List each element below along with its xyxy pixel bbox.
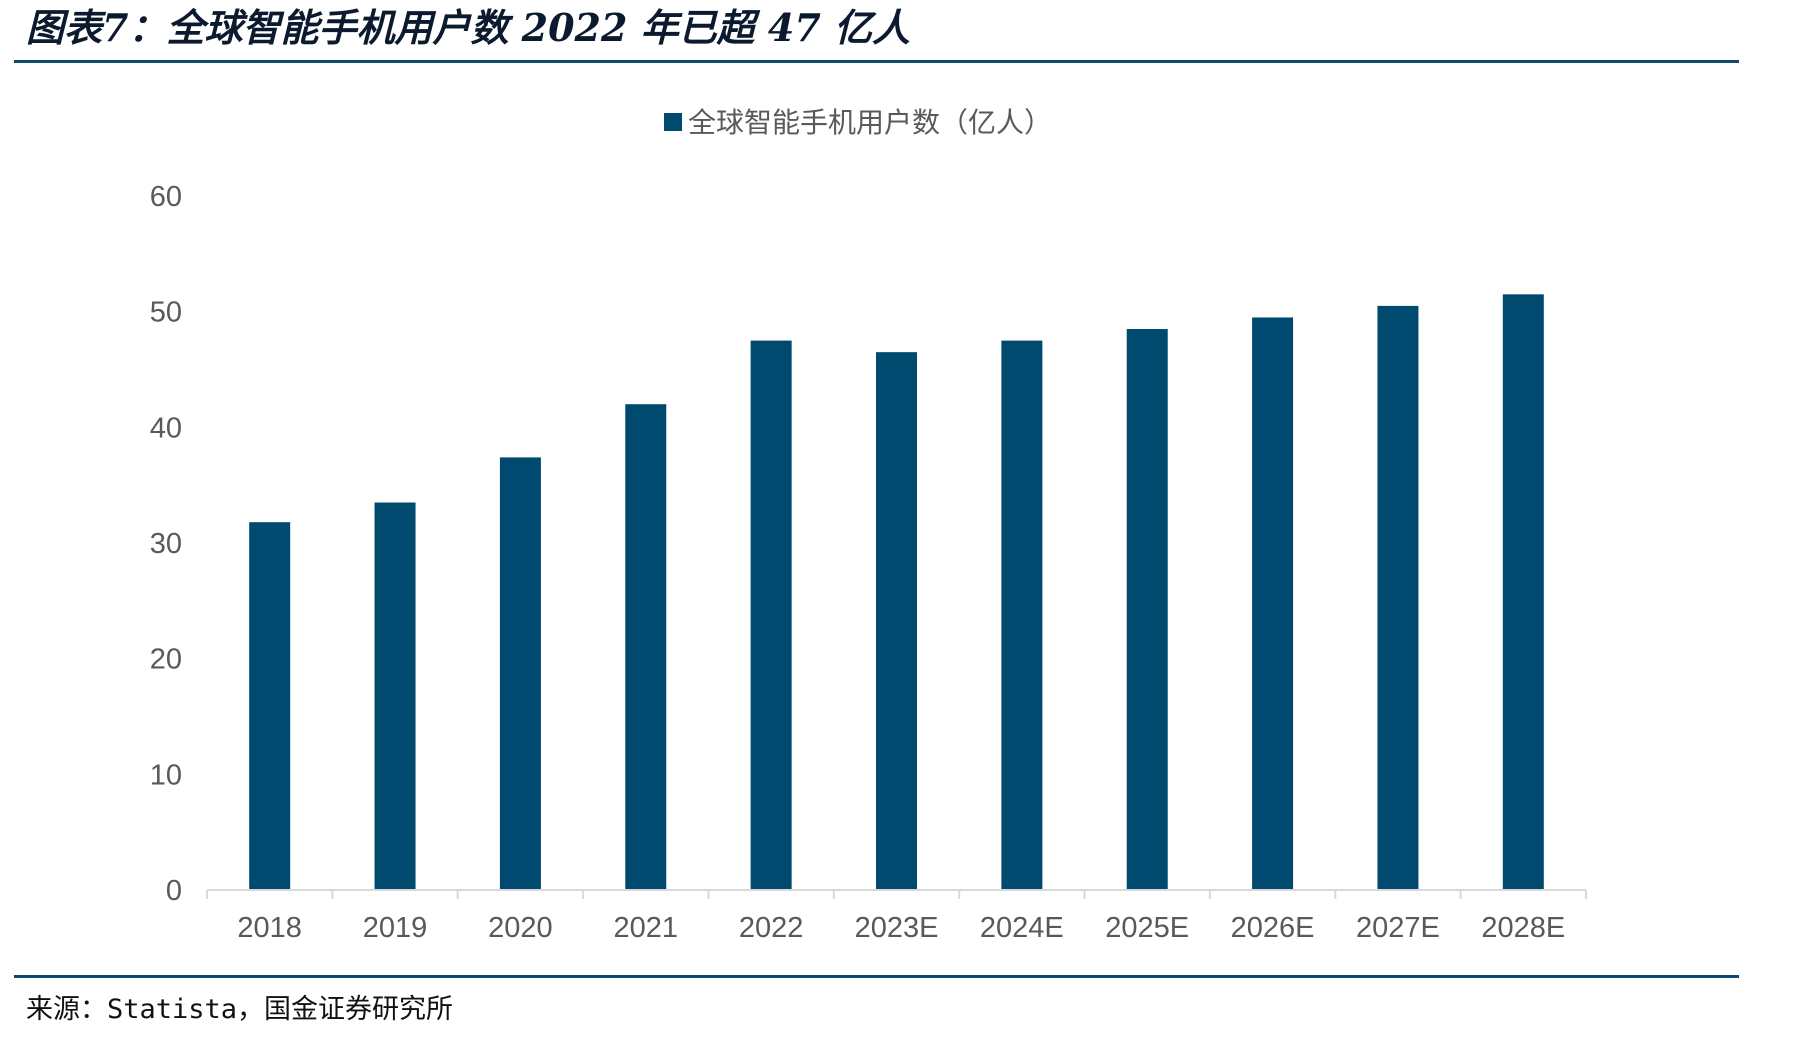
x-tick-label: 2027E (1356, 912, 1440, 944)
bar (750, 340, 792, 890)
bar (1001, 340, 1043, 890)
figure-title: 图表7：全球智能手机用户数 2022 年已超 47 亿人 (26, 5, 911, 50)
y-tick-label: 60 (150, 181, 182, 213)
source-note: 来源：Statista，国金证券研究所 (26, 994, 454, 1025)
x-tick-label: 2019 (363, 912, 428, 944)
bar (876, 352, 917, 890)
y-tick-label: 40 (150, 412, 182, 444)
x-tick-label: 2028E (1481, 912, 1565, 944)
legend-label: 全球智能手机用户数（亿人） (688, 106, 1052, 139)
bar (1377, 305, 1419, 891)
y-tick-label: 50 (150, 297, 182, 329)
y-tick-label: 10 (150, 759, 182, 791)
x-tick-label: 2018 (237, 912, 302, 944)
x-axis: 2018 2019 2020 2021 2022 2023E 2024E 2025E 2026E… (237, 912, 1565, 944)
y-tick-label: 20 (150, 644, 182, 676)
bar (1502, 294, 1544, 891)
top-divider (14, 60, 1739, 63)
x-axis-ticks (206, 890, 1587, 899)
legend-swatch (664, 113, 682, 131)
bar (625, 404, 667, 890)
bar-chart: 全球智能手机用户数（亿人） 0 10 20 30 40 50 60 2018 2019 2020… (150, 106, 1587, 944)
y-tick-label: 30 (150, 528, 182, 560)
bar (374, 502, 416, 890)
x-tick-label: 2022 (739, 912, 804, 944)
x-tick-label: 2026E (1231, 912, 1315, 944)
bar (249, 522, 291, 890)
y-axis: 0 10 20 30 40 50 60 (150, 181, 182, 907)
legend: 全球智能手机用户数（亿人） (664, 106, 1052, 139)
x-tick-label: 2024E (980, 912, 1064, 944)
x-tick-label: 2025E (1105, 912, 1189, 944)
bar (1126, 329, 1168, 890)
bar (499, 457, 541, 890)
bar (1252, 317, 1294, 890)
bars (249, 294, 1544, 891)
bottom-divider (14, 975, 1739, 978)
x-tick-label: 2023E (855, 912, 939, 944)
x-tick-label: 2020 (488, 912, 553, 944)
y-tick-label: 0 (166, 875, 182, 907)
x-tick-label: 2021 (614, 912, 679, 944)
